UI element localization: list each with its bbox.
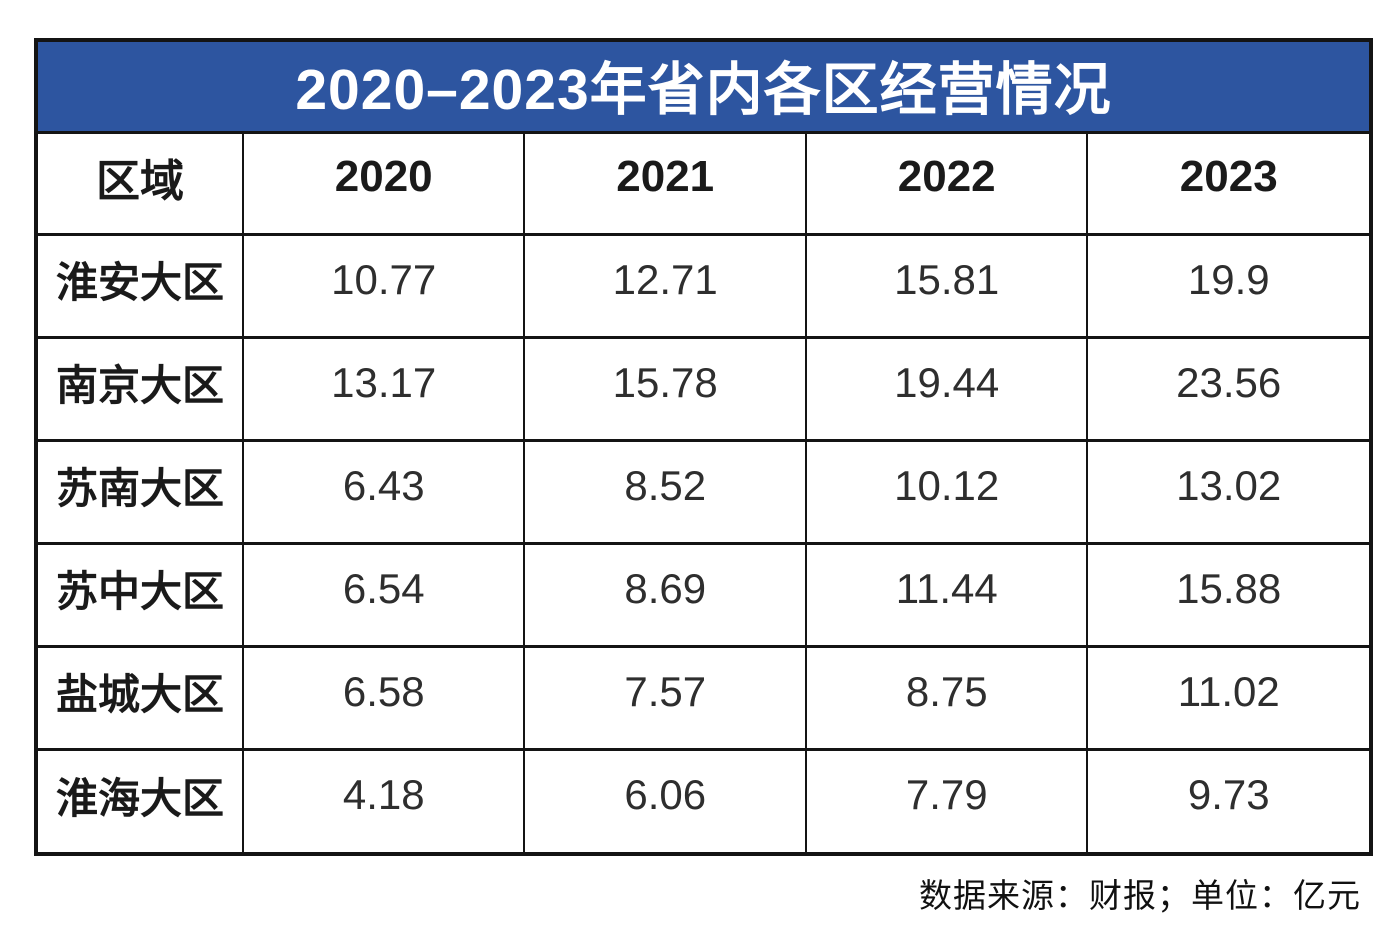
- value-cell: 15.78: [523, 335, 807, 442]
- value-cell: 9.73: [1086, 747, 1369, 852]
- table-row: 南京大区 13.17 15.78 19.44 23.56: [38, 335, 1369, 442]
- value-cell: 15.88: [1086, 541, 1369, 648]
- value-cell: 8.52: [523, 438, 807, 545]
- value-cell: 13.17: [241, 335, 526, 442]
- table-row: 淮海大区 4.18 6.06 7.79 9.73: [38, 747, 1369, 852]
- region-cell: 南京大区: [38, 335, 244, 442]
- value-cell: 23.56: [1086, 335, 1369, 442]
- column-header-2020: 2020: [241, 134, 526, 236]
- region-cell: 苏中大区: [38, 541, 244, 648]
- region-cell: 淮安大区: [38, 232, 244, 339]
- table-row: 淮安大区 10.77 12.71 15.81 19.9: [38, 232, 1369, 339]
- value-cell: 6.54: [241, 541, 526, 648]
- value-cell: 10.12: [804, 438, 1089, 545]
- value-cell: 19.44: [804, 335, 1089, 442]
- value-cell: 7.57: [523, 644, 807, 751]
- value-cell: 6.06: [523, 747, 807, 852]
- operations-table: 2020–2023年省内各区经营情况 区域 2020 2021 2022 202…: [34, 38, 1373, 856]
- header-row: 区域 2020 2021 2022 2023: [38, 134, 1369, 236]
- value-cell: 12.71: [523, 232, 807, 339]
- value-cell: 10.77: [241, 232, 526, 339]
- value-cell: 13.02: [1086, 438, 1369, 545]
- table-row: 苏中大区 6.54 8.69 11.44 15.88: [38, 541, 1369, 648]
- table-row: 苏南大区 6.43 8.52 10.12 13.02: [38, 438, 1369, 545]
- data-source-note: 数据来源：财报；单位：亿元: [919, 877, 1361, 914]
- value-cell: 4.18: [241, 747, 526, 852]
- value-cell: 8.75: [804, 644, 1089, 751]
- table-title: 2020–2023年省内各区经营情况: [38, 42, 1369, 134]
- region-cell: 苏南大区: [38, 438, 244, 545]
- value-cell: 15.81: [804, 232, 1089, 339]
- value-cell: 11.44: [804, 541, 1089, 648]
- value-cell: 8.69: [523, 541, 807, 648]
- table-row: 盐城大区 6.58 7.57 8.75 11.02: [38, 644, 1369, 751]
- value-cell: 11.02: [1086, 644, 1369, 751]
- data-table: 区域 2020 2021 2022 2023 淮安大区 10.77 12.71 …: [38, 134, 1369, 852]
- column-header-2023: 2023: [1086, 134, 1369, 236]
- value-cell: 6.43: [241, 438, 526, 545]
- value-cell: 19.9: [1086, 232, 1369, 339]
- value-cell: 7.79: [804, 747, 1089, 852]
- column-header-2022: 2022: [804, 134, 1089, 236]
- column-header-region: 区域: [38, 134, 244, 236]
- region-cell: 盐城大区: [38, 644, 244, 751]
- column-header-2021: 2021: [523, 134, 807, 236]
- region-cell: 淮海大区: [38, 747, 244, 852]
- value-cell: 6.58: [241, 644, 526, 751]
